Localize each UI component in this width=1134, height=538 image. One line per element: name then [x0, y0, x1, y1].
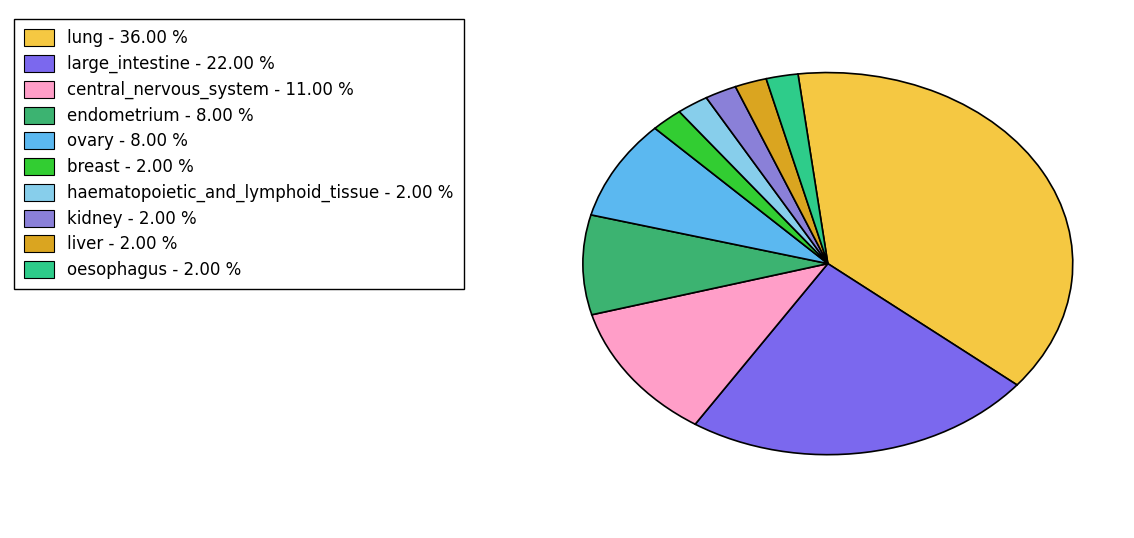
Legend: lung - 36.00 %, large_intestine - 22.00 %, central_nervous_system - 11.00 %, end: lung - 36.00 %, large_intestine - 22.00 … — [14, 19, 464, 289]
Wedge shape — [798, 73, 1073, 385]
Wedge shape — [736, 79, 828, 264]
Wedge shape — [591, 128, 828, 264]
Wedge shape — [767, 74, 828, 264]
Wedge shape — [655, 112, 828, 264]
Wedge shape — [679, 98, 828, 264]
Wedge shape — [695, 264, 1017, 455]
Wedge shape — [706, 87, 828, 264]
Wedge shape — [592, 264, 828, 424]
Wedge shape — [583, 215, 828, 315]
